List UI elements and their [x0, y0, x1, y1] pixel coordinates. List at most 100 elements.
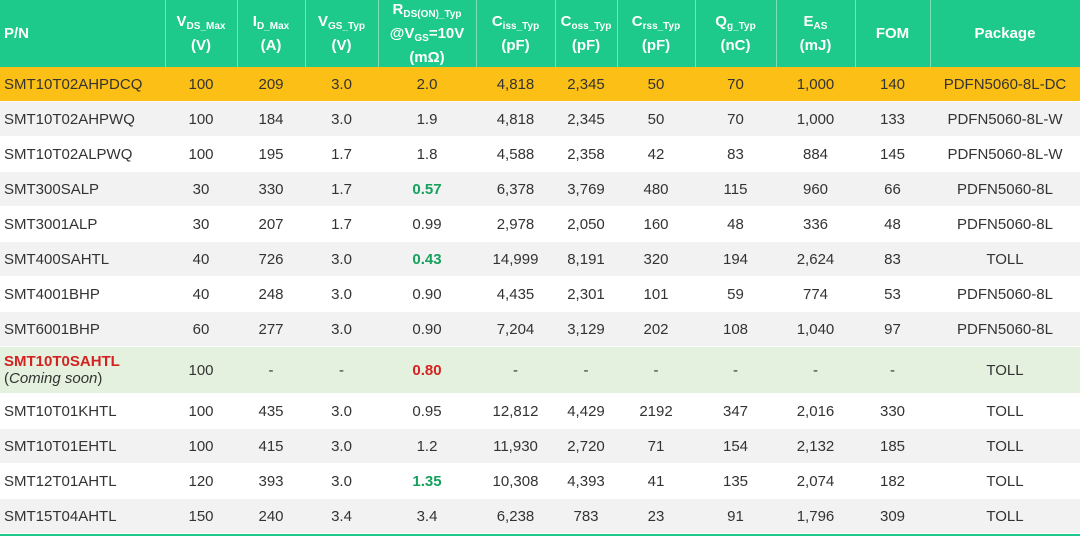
value-cell: 48 — [855, 206, 930, 242]
table-row: SMT4001BHP 40 248 3.0 0.90 4,435 2,301 101 59 774… — [0, 276, 1080, 312]
value-cell: 1.7 — [305, 206, 378, 242]
value-cell: 0.90 — [378, 276, 476, 312]
column-header: P/N — [0, 0, 166, 67]
cell-value: 23 — [647, 507, 665, 525]
cell-value: 184 — [258, 110, 284, 128]
cell-value: PDFN5060-8L-W — [947, 145, 1063, 163]
value-cell: 0.80 — [378, 346, 476, 394]
value-cell: 133 — [855, 101, 930, 137]
part-number: SMT400SAHTL — [4, 250, 110, 268]
cell-value: 108 — [722, 320, 749, 338]
header-symbol: P/N — [4, 25, 30, 42]
value-cell: 160 — [617, 206, 695, 242]
cell-value: 14,999 — [492, 250, 539, 268]
value-cell: 309 — [855, 498, 930, 534]
cell-value: - — [583, 361, 589, 379]
value-cell: 120 — [165, 463, 237, 499]
header-symbol: C — [560, 13, 572, 30]
value-cell: 2,016 — [776, 393, 855, 429]
cell-value: 960 — [802, 180, 829, 198]
cell-value: 100 — [188, 402, 214, 420]
cell-value: 2,016 — [796, 402, 835, 420]
value-cell: 960 — [776, 171, 855, 207]
value-cell: 11,930 — [476, 428, 555, 464]
cell-value: 435 — [258, 402, 284, 420]
cell-value: 393 — [258, 472, 284, 490]
value-cell: TOLL — [930, 463, 1080, 499]
cell-value: 2,301 — [567, 285, 605, 303]
cell-value: 207 — [258, 215, 284, 233]
cell-value: PDFN5060-8L — [957, 320, 1053, 338]
value-cell: 30 — [165, 206, 237, 242]
cell-value: 154 — [722, 437, 749, 455]
cell-value: - — [268, 361, 274, 379]
cell-value: 202 — [643, 320, 669, 338]
table-row: SMT3001ALP 30 207 1.7 0.99 2,978 2,050 160 48 336… — [0, 206, 1080, 242]
cell-value: - — [339, 361, 344, 379]
cell-value: 4,393 — [567, 472, 605, 490]
value-cell: 41 — [617, 463, 695, 499]
value-cell: 277 — [237, 311, 305, 347]
part-number: SMT4001BHP — [4, 285, 100, 303]
value-cell: 209 — [237, 67, 305, 102]
value-cell: 2192 — [617, 393, 695, 429]
header-symbol: I — [252, 13, 257, 30]
header-subscript: GS_Typ — [327, 21, 366, 32]
cell-value: 4,818 — [496, 110, 535, 128]
cell-value: 0.57 — [412, 180, 442, 198]
header-symbol: Package — [974, 25, 1036, 42]
cell-value: 30 — [192, 215, 210, 233]
cell-value: 8,191 — [567, 250, 605, 268]
cell-value: 3.0 — [331, 75, 352, 93]
value-cell: TOLL — [930, 428, 1080, 464]
cell-value: 48 — [884, 215, 901, 233]
cell-value: 3.0 — [331, 472, 352, 490]
value-cell: 1.35 — [378, 463, 476, 499]
value-cell: 101 — [617, 276, 695, 312]
part-number: SMT15T04AHTL — [4, 507, 117, 525]
cell-value: TOLL — [986, 437, 1024, 455]
cell-value: TOLL — [986, 361, 1024, 379]
part-number: SMT10T02AHPWQ — [4, 110, 135, 128]
value-cell: TOLL — [930, 393, 1080, 429]
value-cell: 100 — [165, 346, 237, 394]
table-row: SMT6001BHP 60 277 3.0 0.90 7,204 3,129 202 108 1,… — [0, 311, 1080, 347]
cell-value: 6,238 — [496, 507, 535, 525]
cell-value: PDFN5060-8L-W — [947, 110, 1063, 128]
header-unit: (mJ) — [799, 37, 832, 54]
value-cell: 10,308 — [476, 463, 555, 499]
cell-value: 4,435 — [496, 285, 535, 303]
value-cell: 330 — [237, 171, 305, 207]
value-cell: - — [617, 346, 695, 394]
cell-value: 133 — [879, 110, 906, 128]
value-cell: 0.43 — [378, 241, 476, 277]
value-cell: 60 — [165, 311, 237, 347]
value-cell: TOLL — [930, 498, 1080, 534]
value-cell: 3.0 — [305, 101, 378, 137]
cell-value: 3.4 — [331, 507, 352, 525]
value-cell: PDFN5060-8L — [930, 206, 1080, 242]
table-row: SMT15T04AHTL 150 240 3.4 3.4 6,238 783 23 91 1,79… — [0, 498, 1080, 534]
value-cell: 2,358 — [555, 136, 617, 172]
value-cell: 207 — [237, 206, 305, 242]
value-cell: 4,588 — [476, 136, 555, 172]
cell-value: 2.0 — [416, 75, 438, 93]
part-number-cell: SMT15T04AHTL — [0, 498, 165, 534]
cell-value: 100 — [188, 145, 214, 163]
value-cell: 1,796 — [776, 498, 855, 534]
cell-value: 2,978 — [496, 215, 535, 233]
cell-value: 240 — [258, 507, 284, 525]
cell-value: 120 — [188, 472, 214, 490]
cell-value: 4,429 — [567, 402, 605, 420]
value-cell: 12,812 — [476, 393, 555, 429]
header-condition-value: =10V — [428, 25, 465, 42]
value-cell: 4,429 — [555, 393, 617, 429]
value-cell: 2,301 — [555, 276, 617, 312]
cell-value: 97 — [884, 320, 901, 338]
value-cell: 330 — [855, 393, 930, 429]
value-cell: 2,624 — [776, 241, 855, 277]
header-symbol: V — [176, 13, 187, 30]
cell-value: 7,204 — [496, 320, 535, 338]
cell-value: 53 — [884, 285, 901, 303]
cell-value: - — [890, 361, 895, 379]
